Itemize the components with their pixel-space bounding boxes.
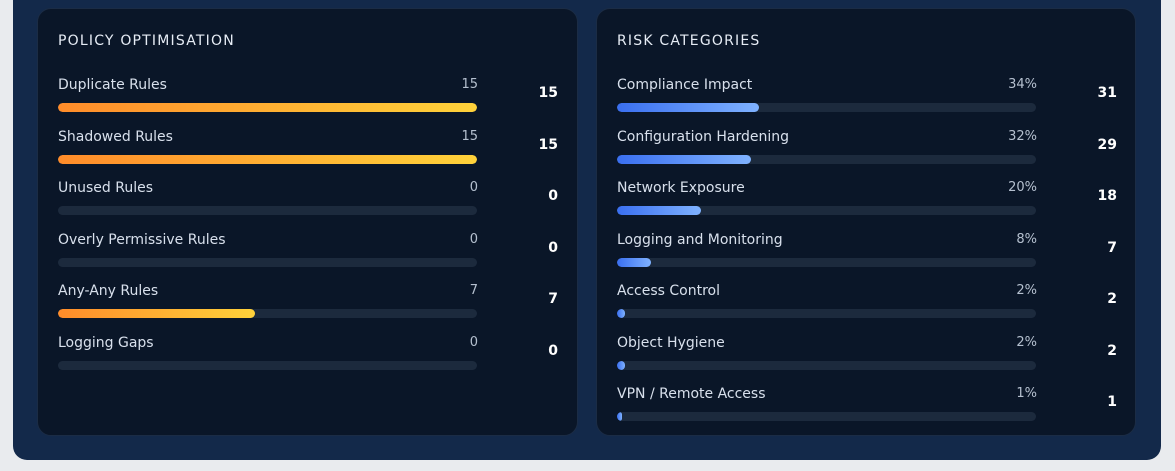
progress-fill bbox=[58, 309, 255, 318]
metric-label: Network Exposure bbox=[617, 180, 745, 196]
metric-row: Unused Rules 0 0 bbox=[58, 180, 558, 220]
metric-value: 2% bbox=[1016, 334, 1037, 350]
progress-track bbox=[58, 206, 477, 215]
metric-label: VPN / Remote Access bbox=[617, 386, 766, 402]
metric-count: 1 bbox=[1107, 394, 1117, 410]
metric-value: 15 bbox=[461, 77, 478, 92]
metric-row: Access Control 2% 2 bbox=[617, 283, 1117, 323]
metric-row: Logging and Monitoring 8% 7 bbox=[617, 232, 1117, 272]
metric-value: 15 bbox=[461, 128, 478, 144]
metric-row: Network Exposure 20% 18 bbox=[617, 180, 1117, 220]
progress-fill bbox=[617, 360, 626, 370]
metric-label: Shadowed Rules bbox=[58, 128, 173, 145]
progress-fill bbox=[58, 103, 477, 112]
metric-label: Configuration Hardening bbox=[617, 128, 790, 145]
metric-count: 29 bbox=[1097, 136, 1117, 153]
panel-title: RISK CATEGORIES bbox=[617, 33, 761, 49]
metric-value: 20% bbox=[1008, 180, 1037, 195]
metric-row: Object Hygiene 2% 2 bbox=[617, 335, 1117, 375]
metric-label: Compliance Impact bbox=[617, 77, 753, 93]
progress-track bbox=[58, 154, 477, 164]
metric-count: 15 bbox=[538, 85, 558, 101]
metric-label: Overly Permissive Rules bbox=[58, 231, 226, 248]
progress-fill bbox=[58, 154, 477, 164]
metric-count: 15 bbox=[538, 136, 558, 153]
progress-track bbox=[617, 103, 1036, 112]
metric-value: 1% bbox=[1016, 386, 1037, 401]
metric-label: Logging and Monitoring bbox=[617, 231, 783, 248]
progress-fill bbox=[617, 257, 651, 267]
metric-value: 32% bbox=[1008, 128, 1037, 144]
progress-fill bbox=[617, 103, 760, 112]
panel-title: POLICY OPTIMISATION bbox=[58, 33, 235, 49]
progress-track bbox=[58, 309, 477, 318]
progress-fill bbox=[617, 309, 626, 318]
metric-count: 7 bbox=[1107, 239, 1117, 256]
metric-count: 2 bbox=[1107, 342, 1117, 359]
metric-value: 34% bbox=[1008, 77, 1037, 92]
metric-row: Overly Permissive Rules 0 0 bbox=[58, 232, 558, 272]
progress-track bbox=[58, 257, 477, 267]
metric-label: Duplicate Rules bbox=[58, 77, 167, 93]
metric-row: Shadowed Rules 15 15 bbox=[58, 129, 558, 169]
metric-value: 0 bbox=[469, 334, 478, 350]
metric-value: 7 bbox=[469, 283, 478, 298]
metric-row: Logging Gaps 0 0 bbox=[58, 335, 558, 375]
progress-track bbox=[617, 257, 1036, 267]
metric-count: 0 bbox=[548, 342, 558, 359]
progress-track bbox=[617, 154, 1036, 164]
policy-optimisation-panel: POLICY OPTIMISATION Duplicate Rules 15 15 S… bbox=[37, 8, 578, 436]
metric-value: 2% bbox=[1016, 283, 1037, 298]
metric-row: Compliance Impact 34% 31 bbox=[617, 77, 1117, 117]
progress-fill bbox=[617, 412, 623, 421]
metric-count: 7 bbox=[548, 291, 558, 307]
metric-row: Any-Any Rules 7 7 bbox=[58, 283, 558, 323]
metric-label: Logging Gaps bbox=[58, 334, 154, 351]
progress-track bbox=[617, 206, 1036, 215]
metric-count: 18 bbox=[1097, 188, 1117, 204]
metric-label: Object Hygiene bbox=[617, 334, 725, 351]
metric-value: 8% bbox=[1016, 231, 1037, 247]
progress-track bbox=[58, 103, 477, 112]
progress-track bbox=[58, 360, 477, 370]
metric-label: Any-Any Rules bbox=[58, 283, 159, 299]
metric-count: 2 bbox=[1107, 291, 1117, 307]
metric-value: 0 bbox=[469, 231, 478, 247]
progress-track bbox=[617, 309, 1036, 318]
metric-row: Configuration Hardening 32% 29 bbox=[617, 129, 1117, 169]
progress-track bbox=[617, 360, 1036, 370]
metric-count: 31 bbox=[1097, 85, 1117, 101]
metric-row: Duplicate Rules 15 15 bbox=[58, 77, 558, 117]
metric-row: VPN / Remote Access 1% 1 bbox=[617, 386, 1117, 426]
metric-label: Access Control bbox=[617, 283, 720, 299]
risk-categories-panel: RISK CATEGORIES Compliance Impact 34% 31 Co… bbox=[596, 8, 1136, 436]
progress-fill bbox=[617, 154, 752, 164]
progress-fill bbox=[617, 206, 701, 215]
metric-count: 0 bbox=[548, 239, 558, 256]
metric-label: Unused Rules bbox=[58, 180, 154, 196]
metric-value: 0 bbox=[469, 180, 478, 195]
progress-track bbox=[617, 412, 1036, 421]
metric-count: 0 bbox=[548, 188, 558, 204]
